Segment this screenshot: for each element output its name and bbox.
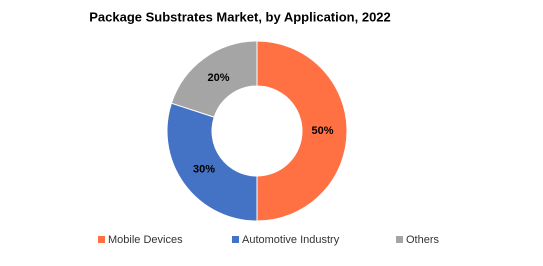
donut-slice	[170, 40, 258, 118]
data-label: 30%	[193, 163, 215, 175]
legend-swatch	[396, 236, 403, 243]
donut-slice	[256, 40, 348, 222]
legend-swatch	[98, 236, 105, 243]
data-label: 20%	[207, 72, 229, 84]
legend-label: Others	[406, 234, 440, 246]
donut-slice	[166, 102, 258, 222]
legend-label: Automotive Industry	[242, 234, 340, 246]
legend-label: Mobile Devices	[108, 234, 183, 246]
legend-swatch	[232, 236, 239, 243]
chart-title: Package Substrates Market, by Applicatio…	[89, 9, 391, 24]
data-label: 50%	[311, 125, 333, 137]
